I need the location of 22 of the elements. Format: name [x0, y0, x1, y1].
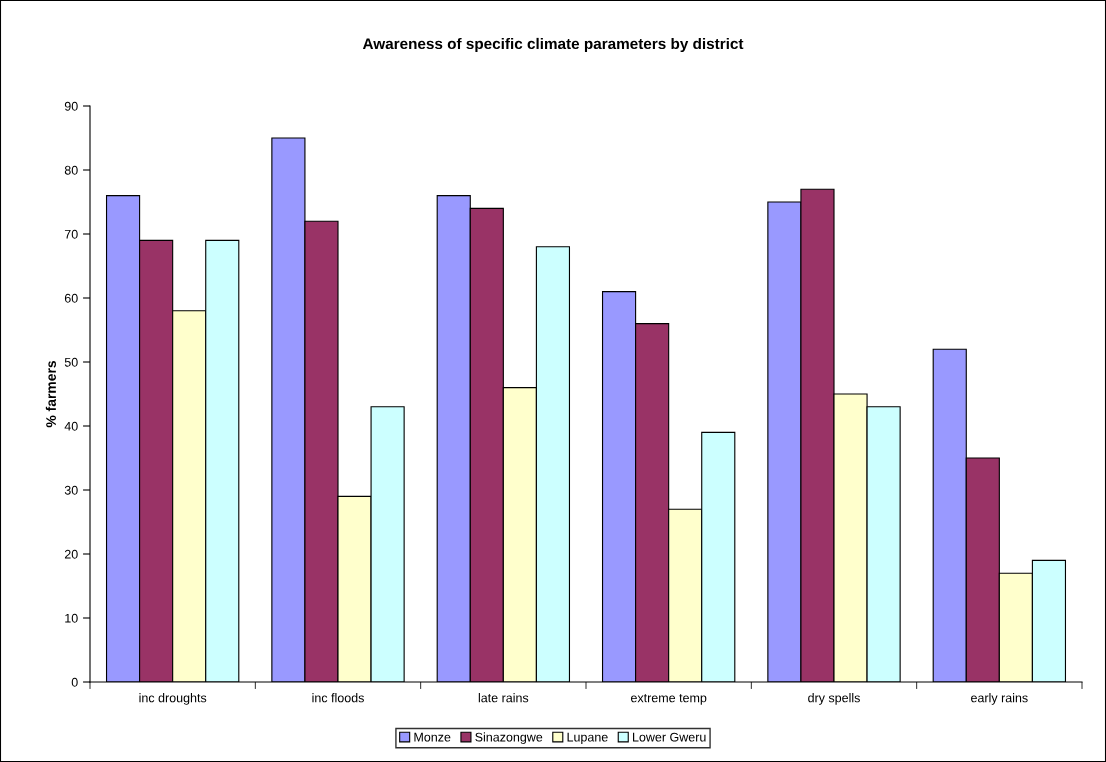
x-tick-label: extreme temp — [630, 694, 707, 705]
y-tick-label: 0 — [71, 677, 78, 687]
x-tick-label: inc floods — [312, 693, 364, 703]
x-tick-label: late rains — [478, 693, 529, 703]
y-tick-label: 70 — [64, 229, 78, 239]
y-tick-label: 10 — [65, 613, 78, 623]
x-tick-label: inc droughts — [139, 693, 207, 705]
legend-label: Sinazongwe — [475, 732, 543, 744]
y-tick-label: 20 — [64, 549, 78, 559]
legend-label: Lupane — [567, 732, 608, 744]
x-tick-label: early rains — [971, 693, 1028, 705]
y-tick-label: 40 — [64, 421, 78, 431]
x-tick-label: dry spells — [808, 693, 860, 705]
y-tick-label: 60 — [64, 293, 78, 303]
y-tick-label: 80 — [64, 165, 78, 175]
legend-label: Lower Gweru — [633, 732, 706, 742]
y-tick-label: 90 — [64, 101, 78, 111]
chart-title: Awareness of specific climate parameters by district — [362, 37, 744, 53]
y-tick-label: 30 — [64, 485, 78, 495]
legend-label: Monze — [414, 732, 451, 742]
y-axis-title: % farmers — [45, 360, 56, 428]
y-tick-label: 50 — [64, 357, 78, 367]
